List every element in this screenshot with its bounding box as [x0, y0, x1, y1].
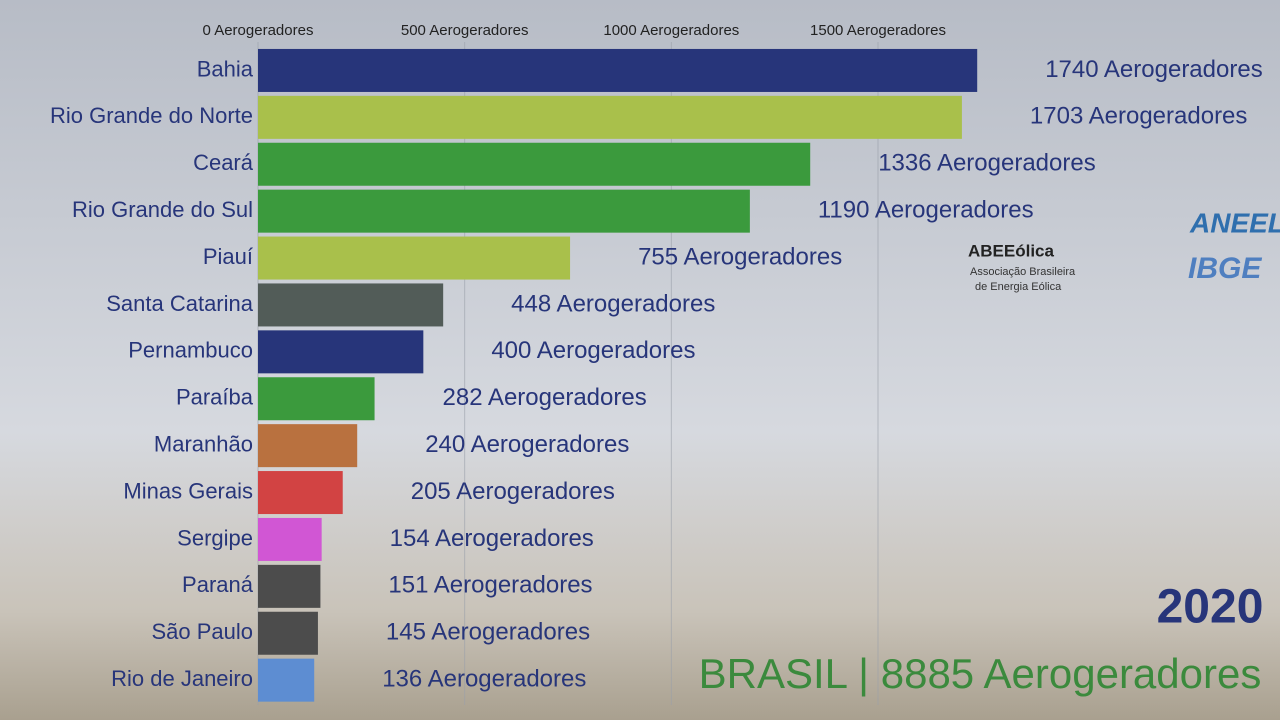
value-label: 1190 Aerogeradores — [818, 196, 1034, 223]
y-tick-label: Paraíba — [176, 385, 254, 410]
bar — [258, 95, 962, 139]
bar — [258, 48, 978, 92]
y-tick-label: Santa Catarina — [106, 291, 254, 316]
value-label: 400 Aerogeradores — [491, 337, 695, 364]
value-label: 282 Aerogeradores — [443, 384, 647, 411]
y-tick-label: Bahia — [197, 56, 254, 81]
y-tick-label: Rio Grande do Norte — [50, 103, 253, 128]
y-tick-label: Rio de Janeiro — [111, 666, 253, 691]
bar — [258, 283, 444, 327]
x-tick-label: 1000 Aerogeradores — [603, 22, 739, 39]
y-tick-label: Minas Gerais — [123, 478, 253, 503]
bar — [258, 471, 343, 515]
value-label: 1740 Aerogeradores — [1045, 56, 1263, 83]
value-label: 755 Aerogeradores — [638, 243, 842, 270]
x-tick-label: 0 Aerogeradores — [203, 22, 314, 39]
bar — [258, 142, 811, 186]
value-label: 448 Aerogeradores — [511, 290, 715, 317]
bar — [258, 611, 318, 655]
logo-text: Associação Brasileira — [970, 266, 1076, 278]
logo-text: ABEEólica — [968, 241, 1055, 260]
y-tick-label: Sergipe — [177, 525, 253, 550]
y-tick-label: Ceará — [193, 150, 254, 175]
value-label: 136 Aerogeradores — [382, 665, 586, 692]
bar — [258, 236, 571, 280]
y-tick-label: Paraná — [182, 572, 254, 597]
x-tick-label: 500 Aerogeradores — [401, 22, 529, 39]
value-label: 151 Aerogeradores — [388, 572, 592, 599]
y-tick-label: São Paulo — [151, 619, 253, 644]
bar — [258, 658, 315, 702]
value-label: 205 Aerogeradores — [411, 478, 615, 505]
logo-text: ANEEL — [1189, 207, 1280, 238]
y-tick-label: Rio Grande do Sul — [72, 197, 253, 222]
subtitle: BRASIL | 8885 Aerogeradores — [699, 650, 1262, 697]
year: 2020 — [1157, 581, 1264, 634]
y-tick-label: Maranhão — [154, 431, 253, 456]
bar — [258, 564, 321, 608]
logo-text: de Energia Eólica — [975, 281, 1062, 293]
value-label: 145 Aerogeradores — [386, 619, 590, 646]
value-label: 154 Aerogeradores — [390, 525, 594, 552]
bar — [258, 424, 358, 468]
bar — [258, 377, 375, 421]
value-label: 240 Aerogeradores — [425, 431, 629, 458]
bar — [258, 517, 322, 561]
y-tick-label: Piauí — [203, 244, 253, 269]
x-tick-label: 1500 Aerogeradores — [810, 22, 946, 39]
value-label: 1703 Aerogeradores — [1030, 103, 1248, 130]
y-tick-label: Pernambuco — [128, 338, 253, 363]
logo-text: IBGE — [1188, 252, 1262, 285]
bar — [258, 330, 424, 374]
value-label: 1336 Aerogeradores — [878, 150, 1096, 177]
bar — [258, 189, 750, 233]
